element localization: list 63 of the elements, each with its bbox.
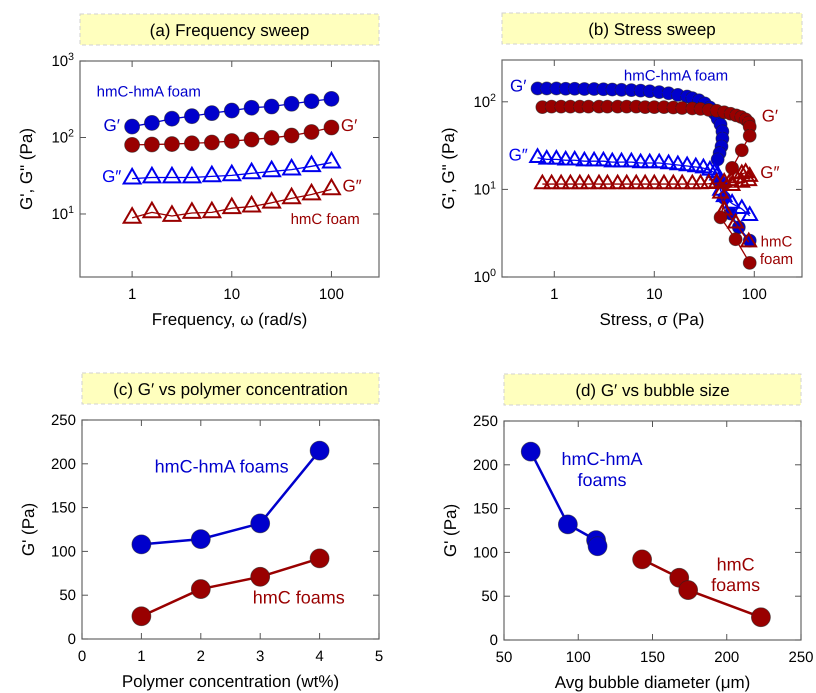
y-tick-label: 50 xyxy=(481,588,498,606)
annotation: hmC foam xyxy=(290,210,360,228)
y-tick-label: 150 xyxy=(472,500,498,518)
y-tick-label: 250 xyxy=(50,412,76,429)
chart-title: (d) G′ vs bubble size xyxy=(575,381,730,400)
y-tick-label: 250 xyxy=(472,413,498,430)
y-tick-label: 10$^{0}$ xyxy=(473,267,496,286)
x-tick-label: 1 xyxy=(550,286,558,303)
annotation: hmC-hmA foam xyxy=(96,83,201,100)
y-tick-label: 100 xyxy=(50,543,76,560)
annotation: hmC-hmA foam xyxy=(624,67,728,84)
x-tick-label: 2 xyxy=(196,648,205,665)
annotation: hmC-hmA foams xyxy=(562,449,643,490)
x-tick-label: 100 xyxy=(566,649,591,666)
series-label: G″ xyxy=(760,163,780,182)
series-label: G″ xyxy=(342,176,362,196)
y-tick-label: 50 xyxy=(59,587,76,604)
x-tick-label: 0 xyxy=(78,648,86,665)
x-tick-label: 100 xyxy=(318,286,344,303)
x-axis-title: Avg bubble diameter (μm) xyxy=(554,673,750,692)
x-tick-label: 100 xyxy=(742,286,767,303)
x-tick-label: 200 xyxy=(714,649,740,666)
series-label: G″ xyxy=(102,166,122,186)
chart-title: (c) G′ vs polymer concentration xyxy=(113,380,348,399)
x-tick-label: 3 xyxy=(256,648,264,665)
y-tick-label: 0 xyxy=(490,632,498,649)
y-tick-label: 100 xyxy=(472,544,498,562)
series-label: G′ xyxy=(340,116,358,136)
y-axis-title: G' (Pa) xyxy=(441,504,460,558)
y-tick-label: 0 xyxy=(68,631,76,648)
series-label: G′ xyxy=(510,76,526,96)
y-tick-label: 150 xyxy=(50,500,76,517)
y-tick-label: 200 xyxy=(50,456,76,473)
y-tick-label: 10$^{1}$ xyxy=(51,204,74,223)
y-tick-label: 10$^{2}$ xyxy=(51,127,74,146)
y-tick-label: 10$^{2}$ xyxy=(473,92,496,111)
x-tick-label: 1 xyxy=(137,648,146,665)
chart-title: (a) Frequency sweep xyxy=(150,21,310,40)
x-tick-label: 1 xyxy=(128,286,136,303)
annotation: hmC foams xyxy=(252,588,345,608)
series-label: G″ xyxy=(508,146,528,165)
annotation: hmC-hmA foams xyxy=(154,456,289,476)
y-axis-title: G' (Pa) xyxy=(19,502,38,556)
x-tick-label: 10 xyxy=(646,286,663,303)
series-label: G′ xyxy=(762,106,778,126)
annotation: hmC foam xyxy=(760,234,794,268)
y-tick-label: 10$^{3}$ xyxy=(51,51,74,70)
y-axis-title: G', G" (Pa) xyxy=(17,128,36,210)
y-tick-label: 200 xyxy=(472,456,498,474)
x-axis-title: Frequency, ω (rad/s) xyxy=(152,310,308,329)
x-axis-title: Stress, σ (Pa) xyxy=(600,310,704,329)
y-axis-title: G', G" (Pa) xyxy=(439,127,458,210)
x-tick-label: 50 xyxy=(496,649,512,666)
x-tick-label: 10 xyxy=(223,286,240,303)
x-tick-label: 5 xyxy=(374,648,384,665)
x-axis-title: Polymer concentration (wt%) xyxy=(122,672,340,691)
x-tick-label: 4 xyxy=(315,648,324,665)
x-tick-label: 150 xyxy=(640,649,666,666)
annotation: hmC foams xyxy=(711,554,760,595)
y-tick-label: 10$^{1}$ xyxy=(473,179,496,198)
chart-title: (b) Stress sweep xyxy=(588,20,716,39)
series-label: G′ xyxy=(103,116,120,136)
x-tick-label: 250 xyxy=(788,649,814,666)
